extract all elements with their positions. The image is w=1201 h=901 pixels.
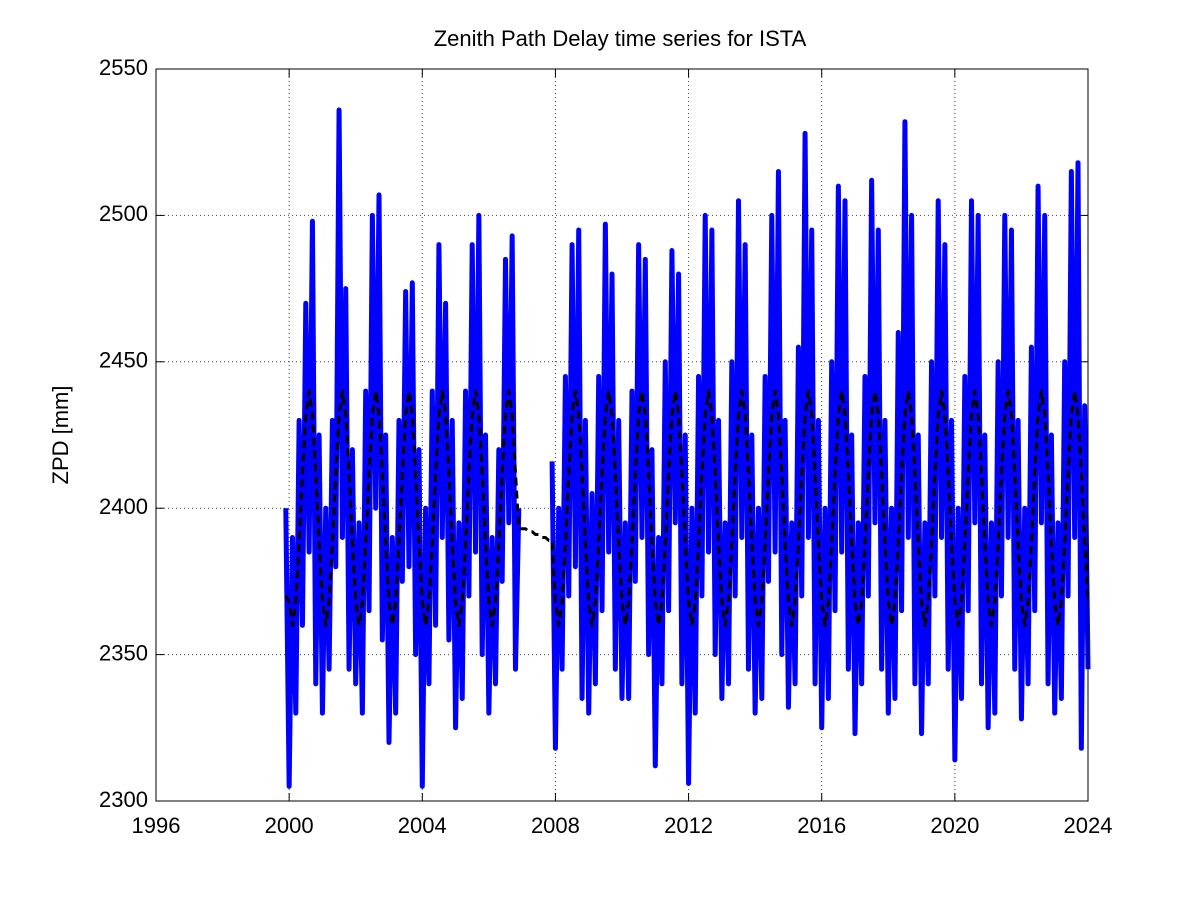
y-tick-label: 2400 — [99, 494, 148, 519]
x-tick-label: 2024 — [1064, 813, 1113, 838]
x-tick-label: 2000 — [265, 813, 314, 838]
x-tick-label: 2004 — [398, 813, 447, 838]
y-tick-label: 2300 — [99, 787, 148, 812]
y-tick-label: 2500 — [99, 201, 148, 226]
x-tick-label: 2008 — [531, 813, 580, 838]
series-line — [283, 107, 1091, 789]
x-tick-label: 2020 — [930, 813, 979, 838]
y-tick-label: 2550 — [99, 55, 148, 80]
x-tick-label: 2012 — [664, 813, 713, 838]
plot-frame — [155, 68, 1089, 802]
y-axis-label: ZPD [mm] — [48, 386, 73, 485]
y-tick-label: 2350 — [99, 640, 148, 665]
x-tick-label: 2016 — [797, 813, 846, 838]
series-line — [284, 389, 1090, 627]
chart-title: Zenith Path Delay time series for ISTA — [434, 26, 807, 51]
y-tick-label: 2450 — [99, 348, 148, 373]
x-tick-label: 1996 — [132, 813, 181, 838]
